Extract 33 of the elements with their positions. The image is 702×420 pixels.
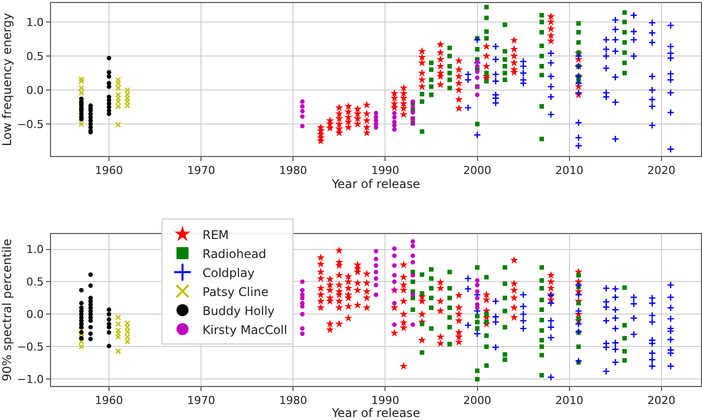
legend-label: Buddy Holly	[202, 304, 275, 318]
x-tick-label: 2010	[555, 164, 584, 178]
y-tick-label: 1.0	[26, 243, 44, 256]
x-tick-label: 1980	[279, 164, 308, 178]
x-tick-label: 1990	[371, 164, 400, 178]
y-tick-label: 0.5	[26, 50, 44, 63]
y-axis-title: 90% spectral percentile	[0, 238, 14, 382]
y-tick-label: 0.5	[26, 276, 44, 289]
y-tick-label: 0.0	[26, 84, 44, 97]
legend-label: Coldplay	[202, 266, 255, 280]
x-tick-label: 1960	[95, 394, 123, 408]
x-tick-label: 2000	[463, 394, 492, 408]
x-tick-label: 2020	[647, 164, 676, 178]
y-tick-label: 1.0	[26, 16, 44, 29]
x-tick-label: 1970	[187, 394, 216, 408]
legend-label: REM	[202, 228, 229, 242]
legend-label: Patsy Cline	[202, 284, 268, 299]
x-tick-label: 1980	[279, 394, 308, 408]
x-axis-title: Year of release	[330, 177, 420, 192]
y-axis-title: Low frequency energy	[0, 12, 14, 146]
legend-label: Kirsty MacColl	[202, 322, 288, 337]
x-tick-label: 1990	[371, 394, 400, 408]
x-tick-label: 2000	[463, 164, 492, 178]
x-axis-title: Year of release	[330, 406, 420, 420]
x-tick-label: 2020	[647, 394, 676, 408]
y-tick-label: −0.5	[17, 340, 44, 354]
legend-label: Radiohead	[202, 246, 266, 261]
y-tick-label: 0.0	[26, 308, 44, 322]
x-tick-label: 1960	[95, 164, 123, 178]
y-tick-label: −1.0	[17, 373, 44, 386]
y-tick-label: −0.5	[17, 118, 44, 131]
x-tick-label: 2010	[555, 394, 584, 408]
x-tick-label: 1970	[187, 164, 216, 178]
